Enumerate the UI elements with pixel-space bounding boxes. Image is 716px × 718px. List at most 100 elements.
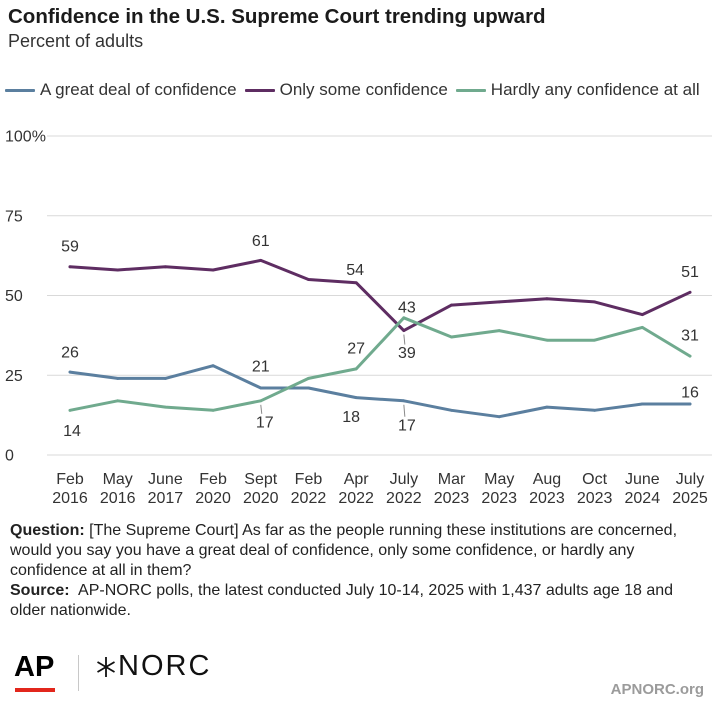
x-tick-year: 2023 [577,490,613,507]
y-tick-label: 0 [5,448,14,465]
x-tick-month: Apr [344,471,370,488]
x-tick-label: Mar 2023 [434,471,470,507]
data-point [545,338,549,342]
x-tick-month: July [676,471,704,488]
x-tick-label: May 2023 [481,471,517,507]
x-tick-month: June [625,471,660,488]
data-label: 39 [398,345,416,362]
legend-item-hardly-any: Hardly any confidence at all [455,80,700,100]
data-point [497,329,501,332]
x-tick-month: May [103,471,133,488]
x-tick-month: July [390,471,418,488]
leader-line [260,404,263,414]
x-tick-label: Oct 2023 [577,471,613,507]
question-label: Question: [10,522,85,539]
data-label: 16 [681,384,699,401]
data-point [402,316,406,320]
x-tick-label: June 2024 [625,471,661,507]
data-point [450,335,453,339]
data-point [307,278,310,281]
x-tick-year: 2022 [338,490,374,507]
x-tick-label: July 2025 [672,471,708,507]
data-labels: 26 21 18 17 16 59 61 54 39 51 14 17 27 43 31 [61,233,699,440]
x-tick-year: 2023 [481,490,517,507]
data-point [211,408,215,412]
x-tick-label: Feb 2016 [52,471,88,507]
x-tick-year: 2025 [672,490,708,507]
data-point [116,268,120,272]
data-point [116,377,120,380]
legend-label-great-deal: A great deal of confidence [40,80,237,99]
data-point [402,399,406,403]
legend-label-only-some: Only some confidence [279,80,448,99]
x-tick-year: 2022 [291,490,327,507]
leader-line [403,404,406,417]
x-tick-year: 2020 [195,490,231,507]
data-point [688,290,692,294]
y-tick-label: 50 [5,288,23,305]
ap-logo: AP [14,651,55,683]
ap-logo-underline [15,688,55,692]
website-label: APNORC.org [610,681,704,698]
x-tick-label: May 2016 [100,471,136,507]
data-point [354,367,358,371]
data-label: 17 [256,414,274,431]
data-label: 61 [252,233,270,250]
data-label: 43 [398,299,416,316]
series-hardly-any [68,316,692,412]
data-label: 26 [61,345,79,362]
question-text: [The Supreme Court] As far as the people… [10,522,678,579]
legend-swatch-hardly-any [455,88,486,92]
line-chart: 0 25 50 75 100% Feb 2016 May 2016 June 2017 Feb 2020… [5,129,712,507]
legend-label-hardly-any: Hardly any confidence at all [490,80,700,99]
x-tick-month: June [148,471,183,488]
x-tick-month: Feb [295,471,323,488]
data-label: 18 [342,409,360,426]
data-point [68,265,72,269]
data-point [259,386,263,390]
data-point [640,313,644,317]
data-label: 21 [252,359,270,376]
series-great-deal [68,364,692,419]
norc-star-icon [97,657,115,677]
x-tick-year: 2020 [243,490,279,507]
data-point [402,329,406,332]
question-note: Question: [The Supreme Court] As far as … [10,521,700,581]
data-point [354,396,358,399]
data-point [640,326,644,329]
data-label: 59 [61,238,79,255]
source-text: AP-NORC polls, the latest conducted July… [10,582,674,619]
legend-swatch-great-deal [5,88,35,92]
data-point [307,377,310,380]
x-tick-label: July 2022 [386,471,422,507]
data-point [116,399,120,403]
data-point [259,399,263,403]
x-tick-label: June 2017 [148,471,184,507]
data-point [354,281,358,285]
x-tick-label: Apr 2022 [338,471,374,507]
x-tick-month: Sept [244,471,277,488]
chart-notes: Question: [The Supreme Court] As far as … [10,521,700,621]
data-label: 54 [346,262,364,279]
series-line-great-deal [68,364,692,419]
data-point [259,259,263,262]
data-point [640,402,644,406]
y-tick-label: 75 [5,208,23,225]
data-point [307,386,310,390]
data-point [163,265,167,269]
data-point [163,405,167,409]
data-point [497,300,501,304]
data-point [593,300,597,304]
x-tick-year: 2016 [100,490,136,507]
x-tick-month: Feb [199,471,227,488]
data-point [593,408,597,412]
x-tick-year: 2016 [52,490,88,507]
x-tick-year: 2024 [625,490,661,507]
data-point [688,402,692,406]
data-point [163,377,167,380]
data-point [593,338,597,342]
data-point [211,268,215,272]
source-note: Source: AP-NORC polls, the latest conduc… [10,581,700,621]
data-label: 31 [681,328,699,345]
